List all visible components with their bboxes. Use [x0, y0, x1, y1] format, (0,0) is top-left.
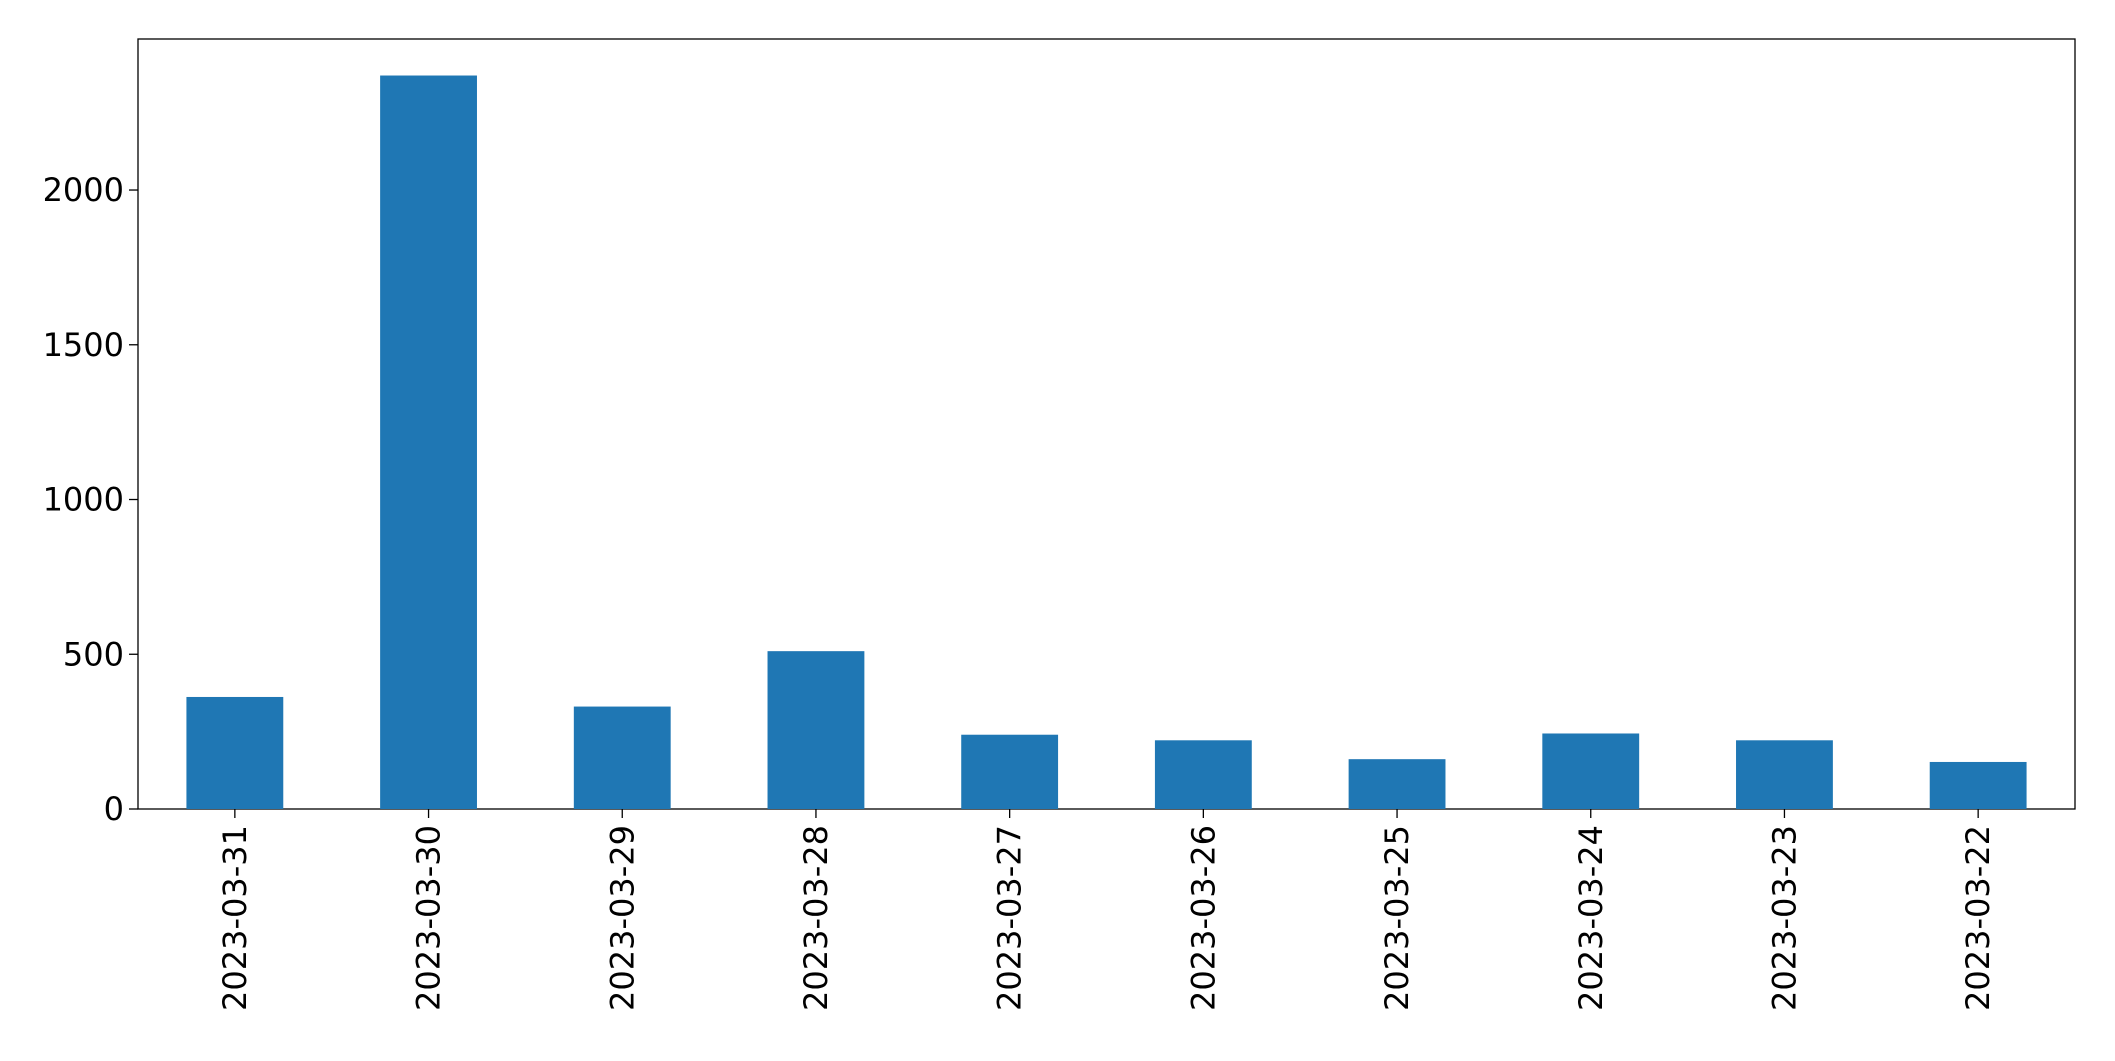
bar	[1542, 733, 1640, 809]
y-tick-label: 500	[63, 635, 124, 673]
y-tick-label: 1000	[43, 481, 124, 519]
x-tick-label: 2023-03-26	[1184, 825, 1222, 1011]
y-tick-label: 2000	[43, 171, 124, 209]
bar	[573, 706, 671, 809]
x-tick-label: 2023-03-27	[991, 825, 1029, 1011]
y-tick-label: 0	[104, 790, 124, 828]
x-tick-label: 2023-03-30	[410, 825, 448, 1011]
bar	[380, 75, 477, 810]
bar	[1736, 740, 1833, 809]
plot-frame	[137, 38, 2076, 810]
x-tick-label: 2023-03-25	[1378, 825, 1416, 1011]
x-tick-label: 2023-03-31	[216, 825, 254, 1011]
x-tick-label: 2023-03-29	[603, 825, 641, 1011]
x-tick-label: 2023-03-28	[797, 825, 835, 1011]
x-tick-label: 2023-03-22	[1959, 825, 1997, 1011]
x-tick-label: 2023-03-24	[1572, 825, 1610, 1011]
x-tick-label: 2023-03-23	[1765, 825, 1803, 1011]
bar	[186, 696, 284, 809]
bar	[767, 651, 865, 809]
bar	[961, 734, 1059, 809]
y-tick-label: 1500	[43, 326, 124, 364]
bar	[1154, 740, 1252, 809]
bar	[1929, 761, 2027, 809]
bar	[1348, 759, 1446, 809]
